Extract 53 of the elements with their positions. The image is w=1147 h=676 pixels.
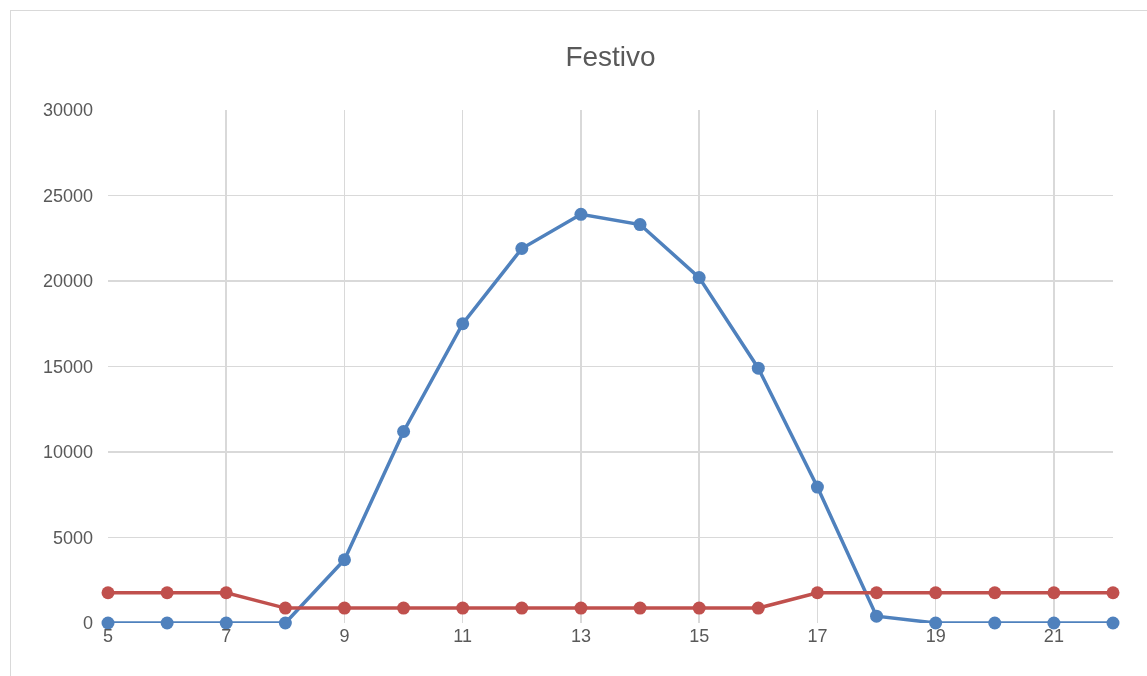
- point: [1106, 586, 1120, 600]
- point: [160, 586, 174, 600]
- x-tick-label: 5: [102, 626, 114, 646]
- point: [988, 586, 1002, 600]
- point: [1047, 616, 1061, 630]
- point: [751, 601, 765, 615]
- point: [397, 424, 411, 438]
- y-tick-label: 15000: [42, 356, 93, 377]
- x-tick-label: 19: [925, 626, 946, 646]
- point: [278, 616, 292, 630]
- point: [810, 586, 824, 600]
- y-tick-label: 20000: [42, 271, 93, 292]
- point: [1106, 616, 1120, 630]
- point: [219, 616, 233, 630]
- point: [278, 601, 292, 615]
- x-tick-label: 15: [689, 626, 710, 646]
- x-tick-label: 17: [807, 626, 828, 646]
- point: [219, 586, 233, 600]
- y-tick-label: 25000: [42, 185, 93, 206]
- point: [574, 601, 588, 615]
- point: [692, 271, 706, 285]
- point: [1047, 586, 1061, 600]
- point: [160, 616, 174, 630]
- point: [692, 601, 706, 615]
- point: [101, 616, 115, 630]
- point: [633, 601, 647, 615]
- chart-title: Festivo: [565, 40, 656, 72]
- point: [397, 601, 411, 615]
- point: [337, 601, 351, 615]
- x-tick-label: 7: [221, 626, 232, 646]
- y-tick-label: 30000: [42, 100, 93, 121]
- point: [929, 616, 943, 630]
- point: [870, 609, 884, 623]
- x-tick-label: 9: [339, 626, 350, 646]
- y-tick-label: 10000: [42, 442, 93, 463]
- y-tick-label: 5000: [52, 527, 93, 548]
- point: [870, 586, 884, 600]
- x-tick-label: 13: [570, 626, 591, 646]
- point: [574, 207, 588, 221]
- x-tick-label: 11: [453, 626, 473, 646]
- point: [101, 586, 115, 600]
- point: [515, 242, 529, 255]
- point: [515, 601, 529, 615]
- point: [988, 616, 1002, 630]
- y-tick-label: 0: [82, 613, 93, 634]
- point: [456, 601, 470, 615]
- point: [751, 361, 765, 375]
- point: [337, 553, 351, 567]
- point: [929, 586, 943, 600]
- x-tick-label: 21: [1043, 626, 1064, 646]
- point: [810, 480, 824, 494]
- point: [633, 218, 647, 232]
- point: [456, 317, 470, 331]
